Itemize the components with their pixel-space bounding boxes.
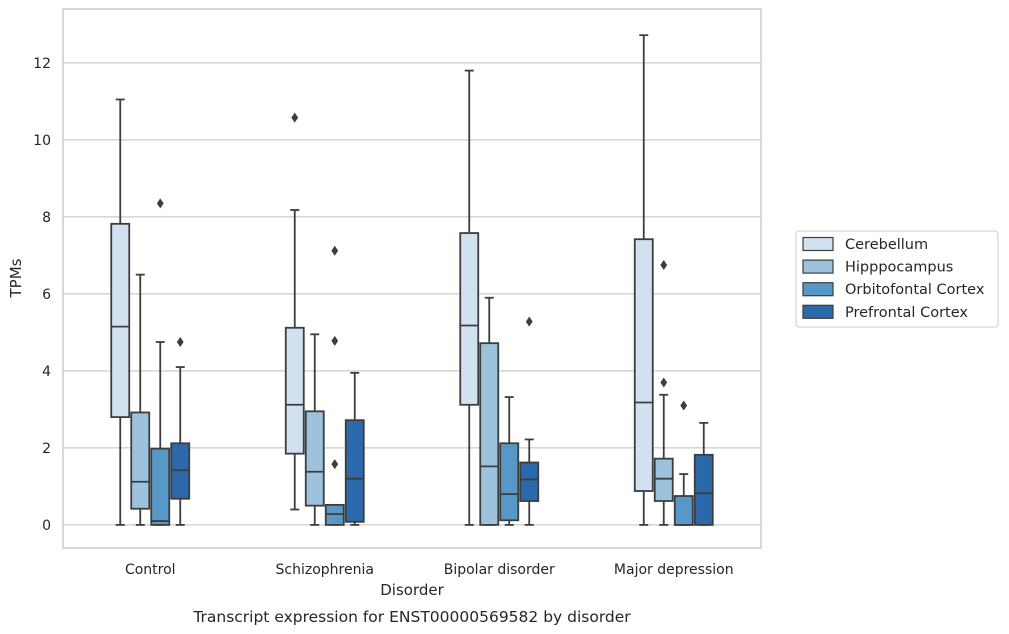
box-body (344, 419, 365, 523)
box (653, 260, 674, 526)
box (344, 371, 365, 526)
x-tick-label: Major depression (614, 562, 734, 578)
box-body (110, 222, 131, 419)
box (459, 69, 480, 526)
outlier-point (331, 335, 339, 346)
legend-label: Prefrontal Cortex (845, 305, 968, 321)
legend-swatch (802, 236, 834, 252)
outlier-point (291, 112, 299, 123)
box (150, 198, 171, 526)
y-tick-label: 2 (42, 441, 51, 457)
y-tick-label: 4 (42, 364, 51, 380)
y-axis-label: TPMs (7, 258, 25, 298)
box-body (130, 411, 151, 510)
legend-items: Cerebellum Hipppocampus Orbitofontal Corte… (802, 236, 985, 321)
legend-label: Cerebellum (845, 237, 928, 253)
box (519, 316, 540, 526)
box-body (693, 453, 714, 526)
outlier-point (660, 377, 668, 388)
x-axis-label: Disorder (380, 581, 444, 599)
box-body (459, 232, 480, 406)
box (693, 421, 714, 526)
box-body (519, 461, 540, 502)
box-groups (110, 34, 714, 526)
y-tick-label: 0 (42, 518, 51, 534)
box (304, 333, 325, 526)
y-tick-labels: 0 2 4 6 8 10 12 (33, 56, 51, 534)
legend: Cerebellum Hipppocampus Orbitofontal Corte… (795, 230, 999, 328)
box (130, 273, 151, 526)
box (110, 98, 131, 526)
outlier-point (680, 400, 688, 411)
box-body (479, 342, 500, 526)
outlier-point (156, 198, 164, 209)
y-tick-label: 10 (33, 133, 51, 149)
box-body (150, 447, 171, 526)
x-tick-labels: Control Schizophrenia Bipolar disorder Majo… (125, 562, 734, 578)
y-tick-label: 12 (33, 56, 51, 72)
box (170, 337, 191, 526)
legend-label: Orbitofontal Cortex (845, 282, 985, 298)
y-tick-label: 8 (42, 210, 51, 226)
chart-caption: Transcript expression for ENST0000056958… (192, 608, 631, 626)
outlier-point (331, 459, 339, 470)
x-tick-label: Control (125, 562, 176, 578)
box-body (633, 238, 654, 492)
x-tick-label: Bipolar disorder (444, 562, 555, 578)
box (673, 400, 694, 526)
legend-swatch (802, 304, 834, 319)
legend-label: Hipppocampus (845, 260, 953, 276)
legend-swatch (802, 259, 834, 274)
outlier-point (660, 260, 668, 271)
box-body (284, 326, 305, 455)
box (633, 34, 654, 526)
box-body (499, 442, 520, 522)
legend-frame (795, 230, 999, 328)
outlier-point (331, 245, 339, 256)
plot-frame (62, 8, 762, 549)
x-tick-label: Schizophrenia (276, 562, 374, 578)
outlier-point (176, 337, 184, 348)
box (479, 296, 500, 526)
box-body (673, 495, 694, 526)
box-body (304, 410, 325, 507)
box (324, 245, 345, 526)
legend-swatch (802, 282, 834, 297)
y-tick-label: 6 (42, 287, 51, 303)
box-body (653, 457, 674, 502)
outlier-point (525, 316, 533, 327)
box (284, 112, 305, 511)
box (499, 396, 520, 526)
